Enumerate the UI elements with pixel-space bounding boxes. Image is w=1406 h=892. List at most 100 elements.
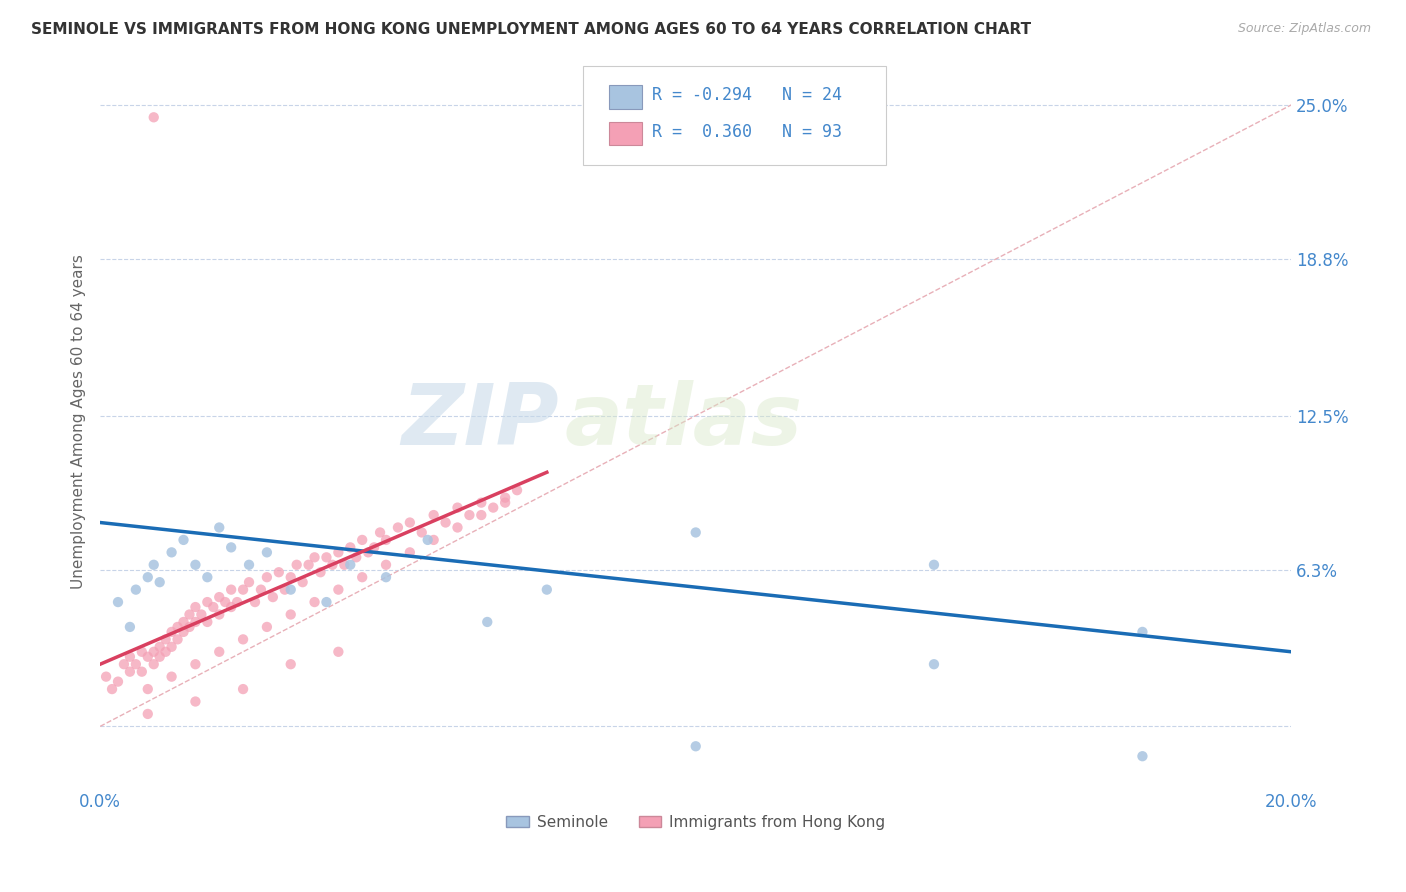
Point xyxy=(280,570,302,584)
Point xyxy=(315,550,337,565)
Point xyxy=(422,533,444,547)
Point xyxy=(160,670,183,684)
Point xyxy=(363,541,385,555)
Point xyxy=(118,620,141,634)
Text: atlas: atlas xyxy=(565,380,803,463)
Point xyxy=(256,620,278,634)
Point xyxy=(1132,749,1154,764)
Point xyxy=(333,558,356,572)
Point xyxy=(149,640,172,654)
Point xyxy=(149,649,172,664)
FancyBboxPatch shape xyxy=(582,66,886,165)
Point xyxy=(219,541,242,555)
Point xyxy=(208,645,231,659)
Point xyxy=(208,607,231,622)
Point xyxy=(339,558,361,572)
Point xyxy=(434,516,457,530)
Point xyxy=(458,508,481,522)
Point xyxy=(184,657,207,672)
Point xyxy=(256,545,278,559)
Point xyxy=(470,508,492,522)
Point xyxy=(685,525,707,540)
Point xyxy=(398,516,420,530)
Bar xyxy=(609,122,643,145)
Point xyxy=(1132,624,1154,639)
Point xyxy=(184,558,207,572)
Point xyxy=(219,600,242,615)
Point xyxy=(160,624,183,639)
Point xyxy=(685,739,707,754)
Point xyxy=(494,491,516,505)
Point xyxy=(375,533,398,547)
Point xyxy=(256,570,278,584)
Point xyxy=(142,110,165,124)
Point xyxy=(375,558,398,572)
Text: Source: ZipAtlas.com: Source: ZipAtlas.com xyxy=(1237,22,1371,36)
Point xyxy=(125,582,148,597)
Point xyxy=(131,665,153,679)
Point xyxy=(411,525,433,540)
Point xyxy=(112,657,135,672)
Point xyxy=(416,533,439,547)
Point xyxy=(208,590,231,604)
Point xyxy=(280,607,302,622)
Point xyxy=(107,595,129,609)
Point xyxy=(179,607,201,622)
Point xyxy=(922,558,945,572)
Point xyxy=(422,508,444,522)
Point xyxy=(328,645,350,659)
Point xyxy=(232,682,254,697)
Point xyxy=(166,620,188,634)
Point xyxy=(328,582,350,597)
Point xyxy=(232,582,254,597)
Text: SEMINOLE VS IMMIGRANTS FROM HONG KONG UNEMPLOYMENT AMONG AGES 60 TO 64 YEARS COR: SEMINOLE VS IMMIGRANTS FROM HONG KONG UN… xyxy=(31,22,1031,37)
Point xyxy=(232,632,254,647)
Point xyxy=(131,645,153,659)
Point xyxy=(285,558,308,572)
Text: R = -0.294   N = 24: R = -0.294 N = 24 xyxy=(651,87,842,104)
Point xyxy=(155,645,177,659)
Point xyxy=(226,595,249,609)
Point xyxy=(274,582,297,597)
Point xyxy=(142,657,165,672)
Point xyxy=(184,600,207,615)
Point xyxy=(262,590,284,604)
Point xyxy=(142,645,165,659)
Point xyxy=(166,632,188,647)
Point xyxy=(238,558,260,572)
Point xyxy=(297,558,319,572)
Point xyxy=(173,533,195,547)
Point xyxy=(179,620,201,634)
Point xyxy=(352,533,374,547)
Point xyxy=(107,674,129,689)
Bar xyxy=(609,86,643,109)
Point xyxy=(195,570,218,584)
Point xyxy=(352,570,374,584)
Point xyxy=(280,582,302,597)
Point xyxy=(368,525,391,540)
Point xyxy=(173,624,195,639)
Point xyxy=(136,570,159,584)
Point xyxy=(149,575,172,590)
Point xyxy=(195,595,218,609)
Point xyxy=(477,615,499,629)
Point xyxy=(160,640,183,654)
Point xyxy=(357,545,380,559)
Point xyxy=(506,483,529,498)
Point xyxy=(94,670,117,684)
Point xyxy=(101,682,124,697)
Point xyxy=(142,558,165,572)
Point xyxy=(304,595,326,609)
Point xyxy=(280,657,302,672)
Text: R =  0.360   N = 93: R = 0.360 N = 93 xyxy=(651,123,842,141)
Point xyxy=(267,566,290,580)
Point xyxy=(387,520,409,534)
Point xyxy=(243,595,266,609)
Point xyxy=(118,649,141,664)
Text: ZIP: ZIP xyxy=(401,380,558,463)
Point xyxy=(238,575,260,590)
Point xyxy=(250,582,273,597)
Legend: Seminole, Immigrants from Hong Kong: Seminole, Immigrants from Hong Kong xyxy=(501,809,891,836)
Point xyxy=(136,706,159,721)
Point xyxy=(482,500,505,515)
